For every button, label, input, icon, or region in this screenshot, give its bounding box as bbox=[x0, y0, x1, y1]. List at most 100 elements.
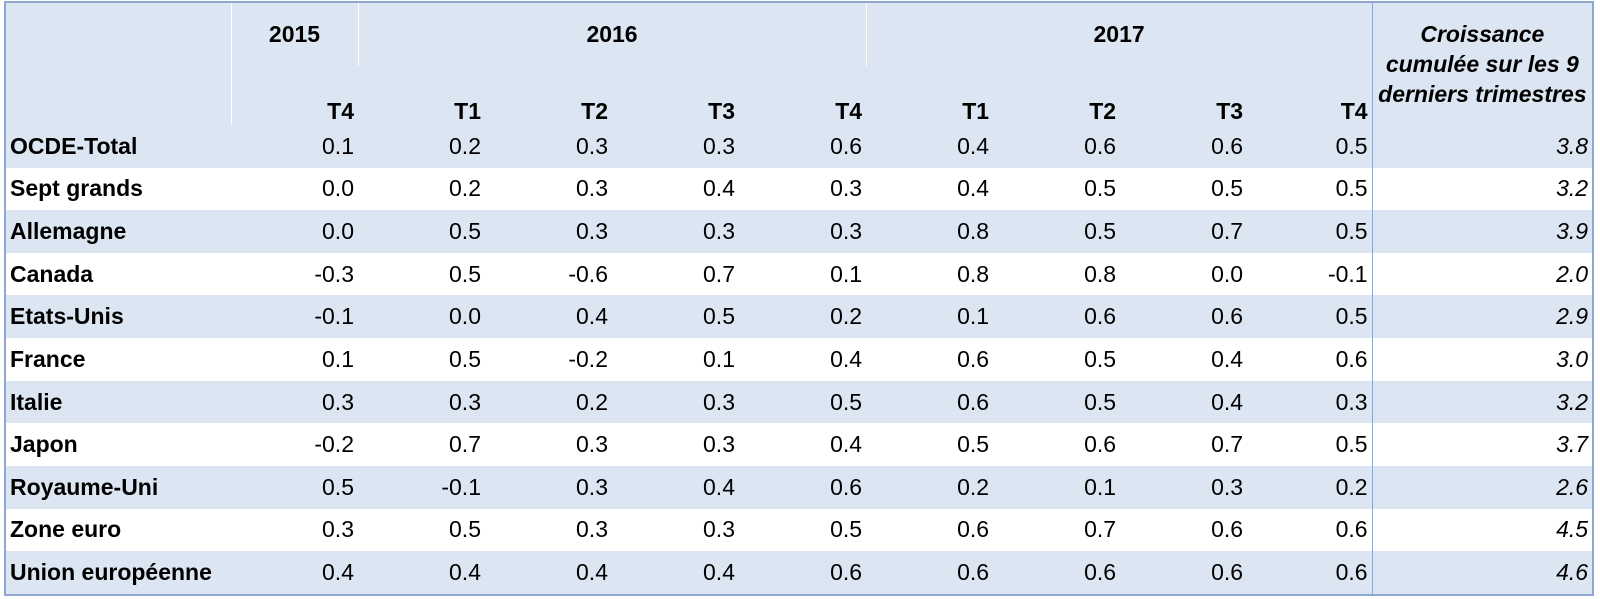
value-cell: 0.4 bbox=[866, 167, 994, 211]
value-cell: 0.6 bbox=[1247, 338, 1373, 381]
value-cell: 0.6 bbox=[866, 338, 994, 381]
growth-cell: 3.0 bbox=[1371, 338, 1594, 381]
table-row: France 0.1 0.5 -0.2 0.1 0.4 0.6 0.5 0.4 0.6 3.0 bbox=[5, 338, 1594, 381]
value-cell: -0.2 bbox=[485, 338, 612, 381]
row-label: Royaume-Uni bbox=[5, 465, 231, 509]
value-cell: 0.3 bbox=[485, 423, 612, 466]
value-cell: 0.6 bbox=[866, 551, 994, 595]
table-row: Italie 0.3 0.3 0.2 0.3 0.5 0.6 0.5 0.4 0.3 3.2 bbox=[5, 380, 1594, 424]
value-cell: 0.6 bbox=[1247, 551, 1373, 595]
row-label: France bbox=[5, 338, 231, 381]
quarter-header: T3 bbox=[1120, 65, 1248, 125]
value-cell: 0.6 bbox=[993, 295, 1121, 339]
gdp-growth-table: 2015 2016 2017 Croissance cumulée sur les 9… bbox=[4, 1, 1595, 596]
value-cell: 0.3 bbox=[612, 380, 739, 424]
value-cell: 0.2 bbox=[1247, 465, 1373, 509]
value-cell: 0.3 bbox=[612, 508, 739, 552]
value-cell: 0.3 bbox=[358, 380, 485, 424]
value-cell: 0.4 bbox=[358, 551, 485, 595]
growth-column-header: Croissance cumulée sur les 9 derniers tr… bbox=[1371, 2, 1594, 125]
value-cell: 0.7 bbox=[358, 423, 485, 466]
value-cell: -0.1 bbox=[358, 465, 485, 509]
value-cell: 0.6 bbox=[1120, 295, 1248, 339]
value-cell: 0.3 bbox=[612, 124, 739, 168]
value-cell: -0.3 bbox=[231, 252, 358, 296]
growth-cell: 4.5 bbox=[1371, 508, 1594, 552]
value-cell: 0.5 bbox=[1247, 295, 1373, 339]
row-label: Allemagne bbox=[5, 210, 231, 253]
quarter-header: T1 bbox=[358, 65, 485, 125]
value-cell: 0.3 bbox=[485, 210, 612, 253]
value-cell: 0.6 bbox=[1120, 508, 1248, 552]
value-cell: 0.5 bbox=[358, 338, 485, 381]
quarter-header: T3 bbox=[612, 65, 739, 125]
value-cell: 0.4 bbox=[1120, 380, 1248, 424]
quarter-header: T1 bbox=[866, 65, 994, 125]
quarter-header: T2 bbox=[485, 65, 612, 125]
value-cell: 0.5 bbox=[612, 295, 739, 339]
value-cell: 0.6 bbox=[993, 423, 1121, 466]
value-cell: -0.1 bbox=[1247, 252, 1373, 296]
table-row: Allemagne 0.0 0.5 0.3 0.3 0.3 0.8 0.5 0.7 0.5 3.9 bbox=[5, 210, 1594, 253]
value-cell: 0.3 bbox=[485, 167, 612, 211]
row-label: Sept grands bbox=[5, 167, 231, 211]
value-cell: 0.4 bbox=[612, 551, 739, 595]
table-row: Zone euro 0.3 0.5 0.3 0.3 0.5 0.6 0.7 0.6 0.6 4.5 bbox=[5, 508, 1594, 552]
row-label: Union européenne bbox=[5, 551, 231, 595]
value-cell: 0.7 bbox=[993, 508, 1121, 552]
value-cell: 0.1 bbox=[866, 295, 994, 339]
growth-cell: 3.9 bbox=[1371, 210, 1594, 253]
value-cell: 0.6 bbox=[739, 465, 867, 509]
value-cell: 0.1 bbox=[993, 465, 1121, 509]
row-label: Zone euro bbox=[5, 508, 231, 552]
row-label: Canada bbox=[5, 252, 231, 296]
quarter-header: T4 bbox=[739, 65, 867, 125]
value-cell: 0.1 bbox=[612, 338, 739, 381]
row-label: Italie bbox=[5, 380, 231, 424]
value-cell: -0.2 bbox=[231, 423, 358, 466]
corner-cell-lower bbox=[5, 65, 232, 125]
quarter-header: T4 bbox=[1247, 65, 1373, 125]
value-cell: 0.6 bbox=[739, 551, 867, 595]
value-cell: 0.4 bbox=[739, 423, 867, 466]
year-header: 2017 bbox=[866, 2, 1373, 66]
value-cell: 0.6 bbox=[993, 551, 1121, 595]
value-cell: 0.3 bbox=[1120, 465, 1248, 509]
value-cell: 0.6 bbox=[739, 124, 867, 168]
value-cell: 0.5 bbox=[1120, 167, 1248, 211]
value-cell: 0.3 bbox=[231, 380, 358, 424]
value-cell: 0.0 bbox=[231, 210, 358, 253]
value-cell: 0.3 bbox=[485, 508, 612, 552]
value-cell: -0.6 bbox=[485, 252, 612, 296]
value-cell: 0.6 bbox=[866, 508, 994, 552]
table-row: Union européenne 0.4 0.4 0.4 0.4 0.6 0.6 0.6 0.6… bbox=[5, 551, 1594, 595]
value-cell: 0.0 bbox=[231, 167, 358, 211]
value-cell: 0.5 bbox=[739, 508, 867, 552]
value-cell: 0.5 bbox=[358, 252, 485, 296]
value-cell: 0.4 bbox=[1120, 338, 1248, 381]
value-cell: 0.2 bbox=[358, 167, 485, 211]
value-cell: 0.3 bbox=[612, 210, 739, 253]
value-cell: 0.1 bbox=[231, 338, 358, 381]
value-cell: 0.5 bbox=[739, 380, 867, 424]
value-cell: 0.5 bbox=[1247, 423, 1373, 466]
value-cell: 0.5 bbox=[1247, 124, 1373, 168]
year-header-row: 2015 2016 2017 Croissance cumulée sur les 9… bbox=[5, 2, 1594, 125]
value-cell: 0.4 bbox=[485, 551, 612, 595]
table-row: Sept grands 0.0 0.2 0.3 0.4 0.3 0.4 0.5 0.5 0.5 3.… bbox=[5, 167, 1594, 211]
value-cell: 0.0 bbox=[1120, 252, 1248, 296]
value-cell: 0.3 bbox=[485, 465, 612, 509]
value-cell: 0.7 bbox=[1120, 210, 1248, 253]
value-cell: 0.5 bbox=[1247, 210, 1373, 253]
corner-cell bbox=[5, 2, 232, 66]
value-cell: 0.5 bbox=[993, 338, 1121, 381]
table-row: Royaume-Uni 0.5 -0.1 0.3 0.4 0.6 0.2 0.1 0.3 0.2 2… bbox=[5, 465, 1594, 509]
growth-cell: 3.7 bbox=[1371, 423, 1594, 466]
value-cell: 0.5 bbox=[866, 423, 994, 466]
value-cell: 0.4 bbox=[612, 465, 739, 509]
table-row: Canada -0.3 0.5 -0.6 0.7 0.1 0.8 0.8 0.0 -0.1 2.0 bbox=[5, 252, 1594, 296]
quarter-header: T2 bbox=[993, 65, 1121, 125]
value-cell: 0.3 bbox=[739, 167, 867, 211]
growth-cell: 3.8 bbox=[1371, 124, 1594, 168]
value-cell: 0.3 bbox=[231, 508, 358, 552]
